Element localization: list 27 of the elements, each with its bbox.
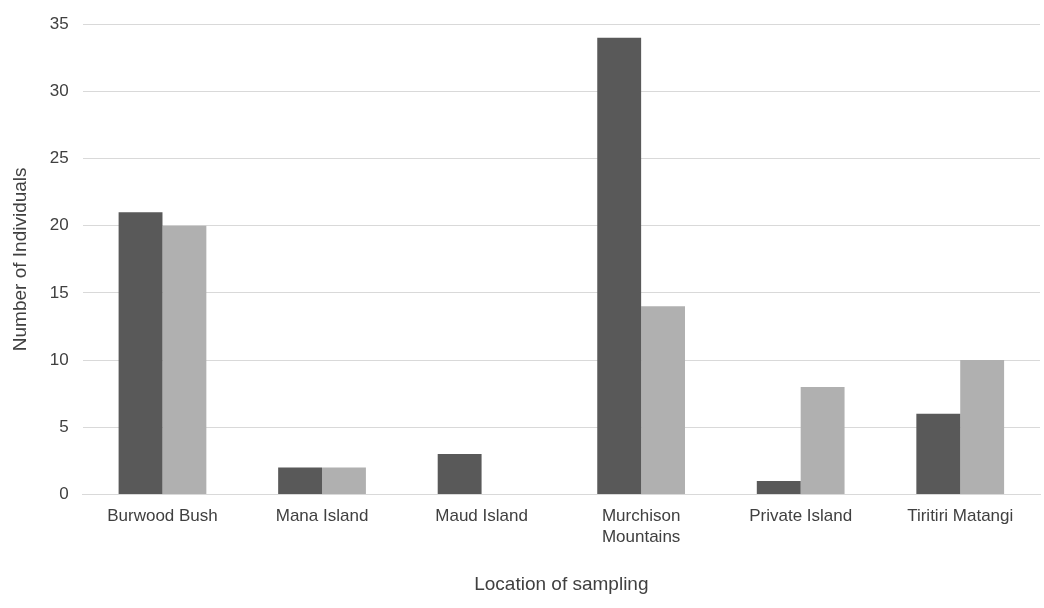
bar [278,467,323,494]
x-tick-label: Mana Island [275,506,369,526]
x-tick-label: Tiritiri Matangi [907,506,1014,526]
bar [960,360,1005,494]
y-axis-title: Number of Individuals [8,167,30,352]
x-tick-label: Murchison Mountains [601,506,681,546]
y-tick-label: 15 [49,282,69,302]
y-tick-label: 20 [49,215,69,235]
y-tick-label: 25 [49,148,69,168]
bar [916,413,961,494]
bar [756,480,801,494]
bar [162,225,207,494]
bar [437,454,482,494]
y-tick-label: 0 [59,484,69,504]
x-axis-title: Location of sampling [474,572,649,594]
x-tick-label: Maud Island [435,506,528,526]
bar [118,212,163,494]
y-tick-label: 30 [49,81,69,101]
x-tick-label: Private Island [749,506,853,526]
y-tick-label: 10 [49,349,69,369]
bar [597,37,642,494]
x-tick-label: Burwood Bush [107,506,218,526]
y-tick-label: 5 [59,416,69,436]
bar [322,467,366,494]
bar [800,386,845,494]
y-tick-label: 35 [49,13,69,33]
bar [641,306,686,494]
